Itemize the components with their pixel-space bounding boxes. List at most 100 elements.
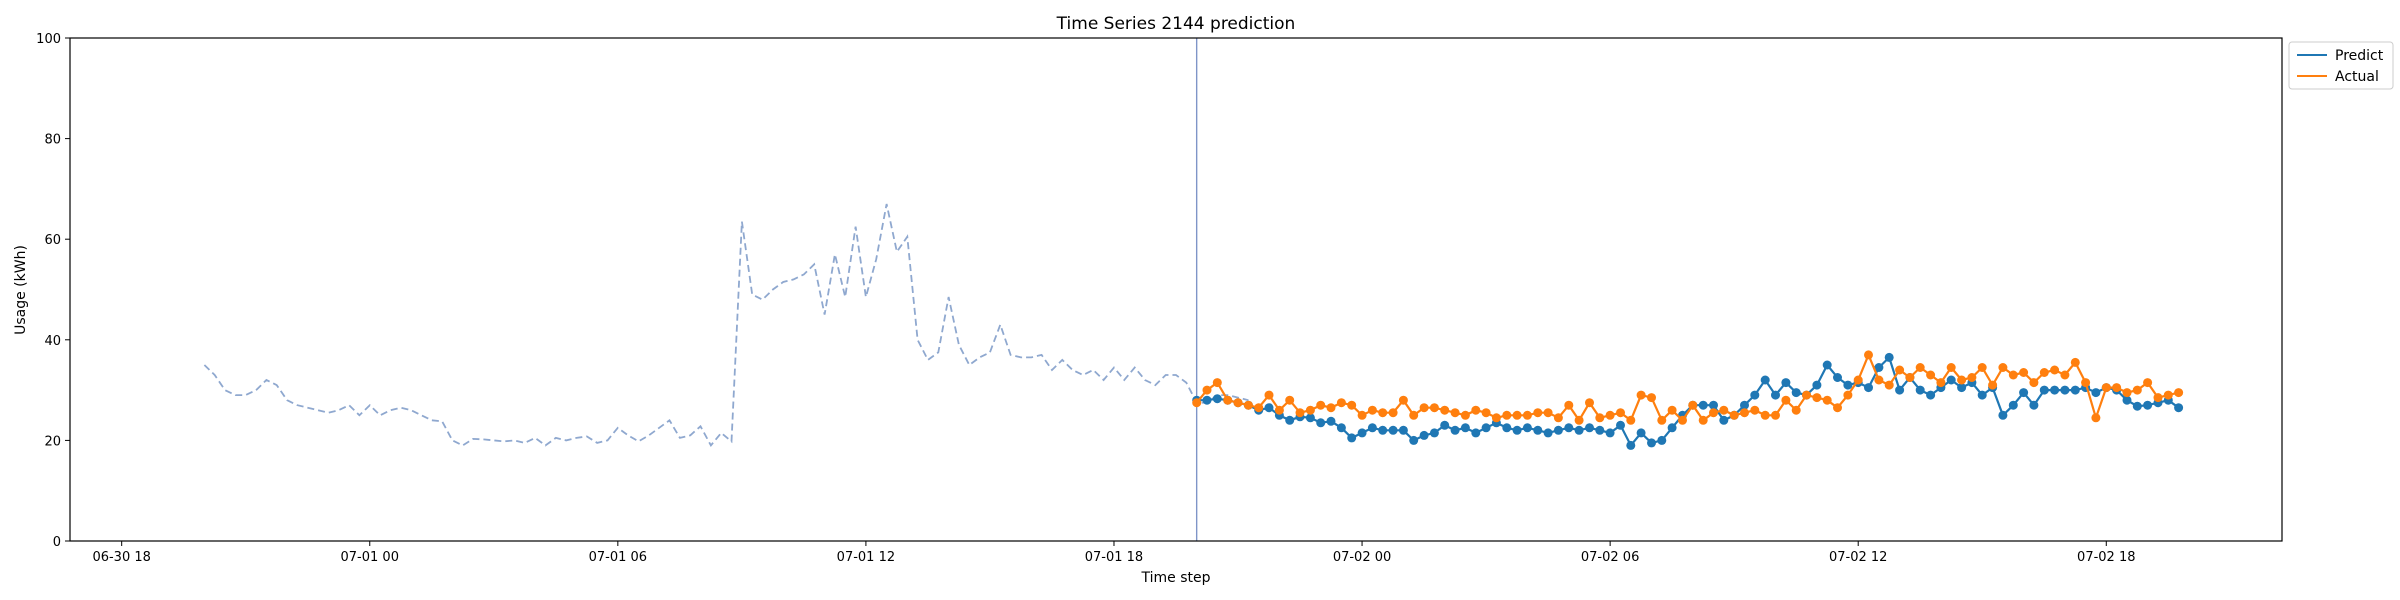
predict-point <box>1460 423 1470 433</box>
predict-point <box>1429 428 1439 438</box>
actual-point <box>1626 415 1636 425</box>
actual-point <box>1740 408 1749 418</box>
predict-point <box>1957 383 1967 393</box>
predict-point <box>1595 425 1605 435</box>
predict-point <box>1874 363 1884 372</box>
actual-point <box>1543 408 1553 418</box>
predict-point <box>2132 401 2142 411</box>
y-tick-label: 0 <box>53 535 61 550</box>
actual-point <box>1760 410 1770 420</box>
actual-point <box>1574 415 1584 425</box>
predict-point <box>2122 395 2132 405</box>
actual-point <box>1936 378 1946 388</box>
predict-point <box>1543 428 1553 438</box>
predict-point <box>1202 395 1212 405</box>
predict-point <box>1450 425 1460 435</box>
actual-point <box>1781 395 1791 405</box>
predict-point <box>1574 425 1584 435</box>
actual-point <box>2112 383 2122 393</box>
predict-point <box>1719 415 1729 425</box>
predict-point <box>2050 385 2060 395</box>
predict-point <box>2039 385 2049 395</box>
predict-point <box>2060 385 2070 395</box>
actual-point <box>1274 405 1284 415</box>
actual-point <box>1243 400 1253 410</box>
actual-point <box>1491 413 1501 423</box>
x-tick-label: 07-02 06 <box>1581 550 1639 565</box>
actual-point <box>1791 405 1801 415</box>
predict-point <box>1553 425 1563 435</box>
actual-point <box>2122 388 2132 398</box>
actual-point <box>1967 373 1977 382</box>
actual-point <box>1440 405 1450 415</box>
actual-point <box>2132 385 2142 395</box>
actual-point <box>1460 410 1470 420</box>
predict-point <box>1833 373 1842 382</box>
actual-point <box>1988 380 1998 390</box>
predict-point <box>1895 385 1905 395</box>
actual-point <box>1388 408 1398 418</box>
actual-point <box>1802 390 1811 400</box>
actual-point <box>1616 408 1625 418</box>
actual-point <box>2153 393 2163 403</box>
actual-point <box>1192 398 1202 408</box>
actual-point <box>2174 388 2184 398</box>
actual-point <box>1585 398 1594 408</box>
predict-point <box>1946 375 1956 385</box>
actual-point <box>1667 405 1677 415</box>
actual-point <box>2143 378 2153 388</box>
actual-point <box>1636 390 1646 400</box>
actual-point <box>1833 403 1842 413</box>
predict-point <box>1398 425 1408 435</box>
predict-point <box>2143 400 2153 410</box>
y-tick-label: 40 <box>44 334 61 349</box>
x-tick-label: 06-30 18 <box>92 550 150 565</box>
actual-point <box>2050 365 2060 375</box>
predict-point <box>1698 400 1708 410</box>
actual-point <box>1512 410 1522 420</box>
actual-point <box>1853 375 1863 385</box>
predict-point <box>1357 428 1367 438</box>
actual-point <box>2101 383 2111 393</box>
actual-point <box>1946 363 1956 372</box>
actual-point <box>2091 413 2101 423</box>
actual-point <box>1729 410 1739 420</box>
actual-point <box>1698 415 1708 425</box>
actual-point <box>1223 395 1233 405</box>
actual-point <box>1605 410 1615 420</box>
predict-point <box>1326 416 1336 426</box>
actual-point <box>1895 365 1905 375</box>
predict-point <box>1502 423 1512 433</box>
predict-point <box>2029 400 2039 410</box>
actual-point <box>2029 378 2039 388</box>
actual-point <box>1688 400 1698 410</box>
actual-point <box>2081 378 2091 388</box>
legend-box <box>2288 41 2394 90</box>
axes: 0 20 40 60 80 100 06-30 18 07-01 00 07-01 06 07-0… <box>36 32 2135 565</box>
predict-point <box>1647 438 1656 448</box>
predict-point <box>2174 403 2184 413</box>
actual-point <box>1367 405 1377 415</box>
x-tick-label: 07-02 12 <box>1829 550 1887 565</box>
predict-point <box>2008 400 2018 410</box>
predict-point <box>1347 433 1357 443</box>
predict-point <box>2091 388 2101 398</box>
predict-point <box>1440 420 1450 430</box>
actual-point <box>1564 400 1574 410</box>
predict-point <box>1616 420 1625 430</box>
predict-point <box>2019 388 2029 398</box>
actual-point <box>1419 403 1429 413</box>
predict-point <box>1409 435 1419 445</box>
predict-point <box>1285 415 1295 425</box>
actual-point <box>1998 363 2008 372</box>
actual-point <box>2163 390 2173 400</box>
actual-point <box>1977 363 1987 372</box>
predict-point <box>1884 352 1894 362</box>
actual-point <box>1295 408 1305 418</box>
plot-frame <box>69 37 2283 542</box>
predict-point <box>1760 375 1770 385</box>
predict-point <box>1367 423 1377 433</box>
x-axis-label: Time step <box>1141 570 1211 586</box>
predict-point <box>1305 413 1315 423</box>
